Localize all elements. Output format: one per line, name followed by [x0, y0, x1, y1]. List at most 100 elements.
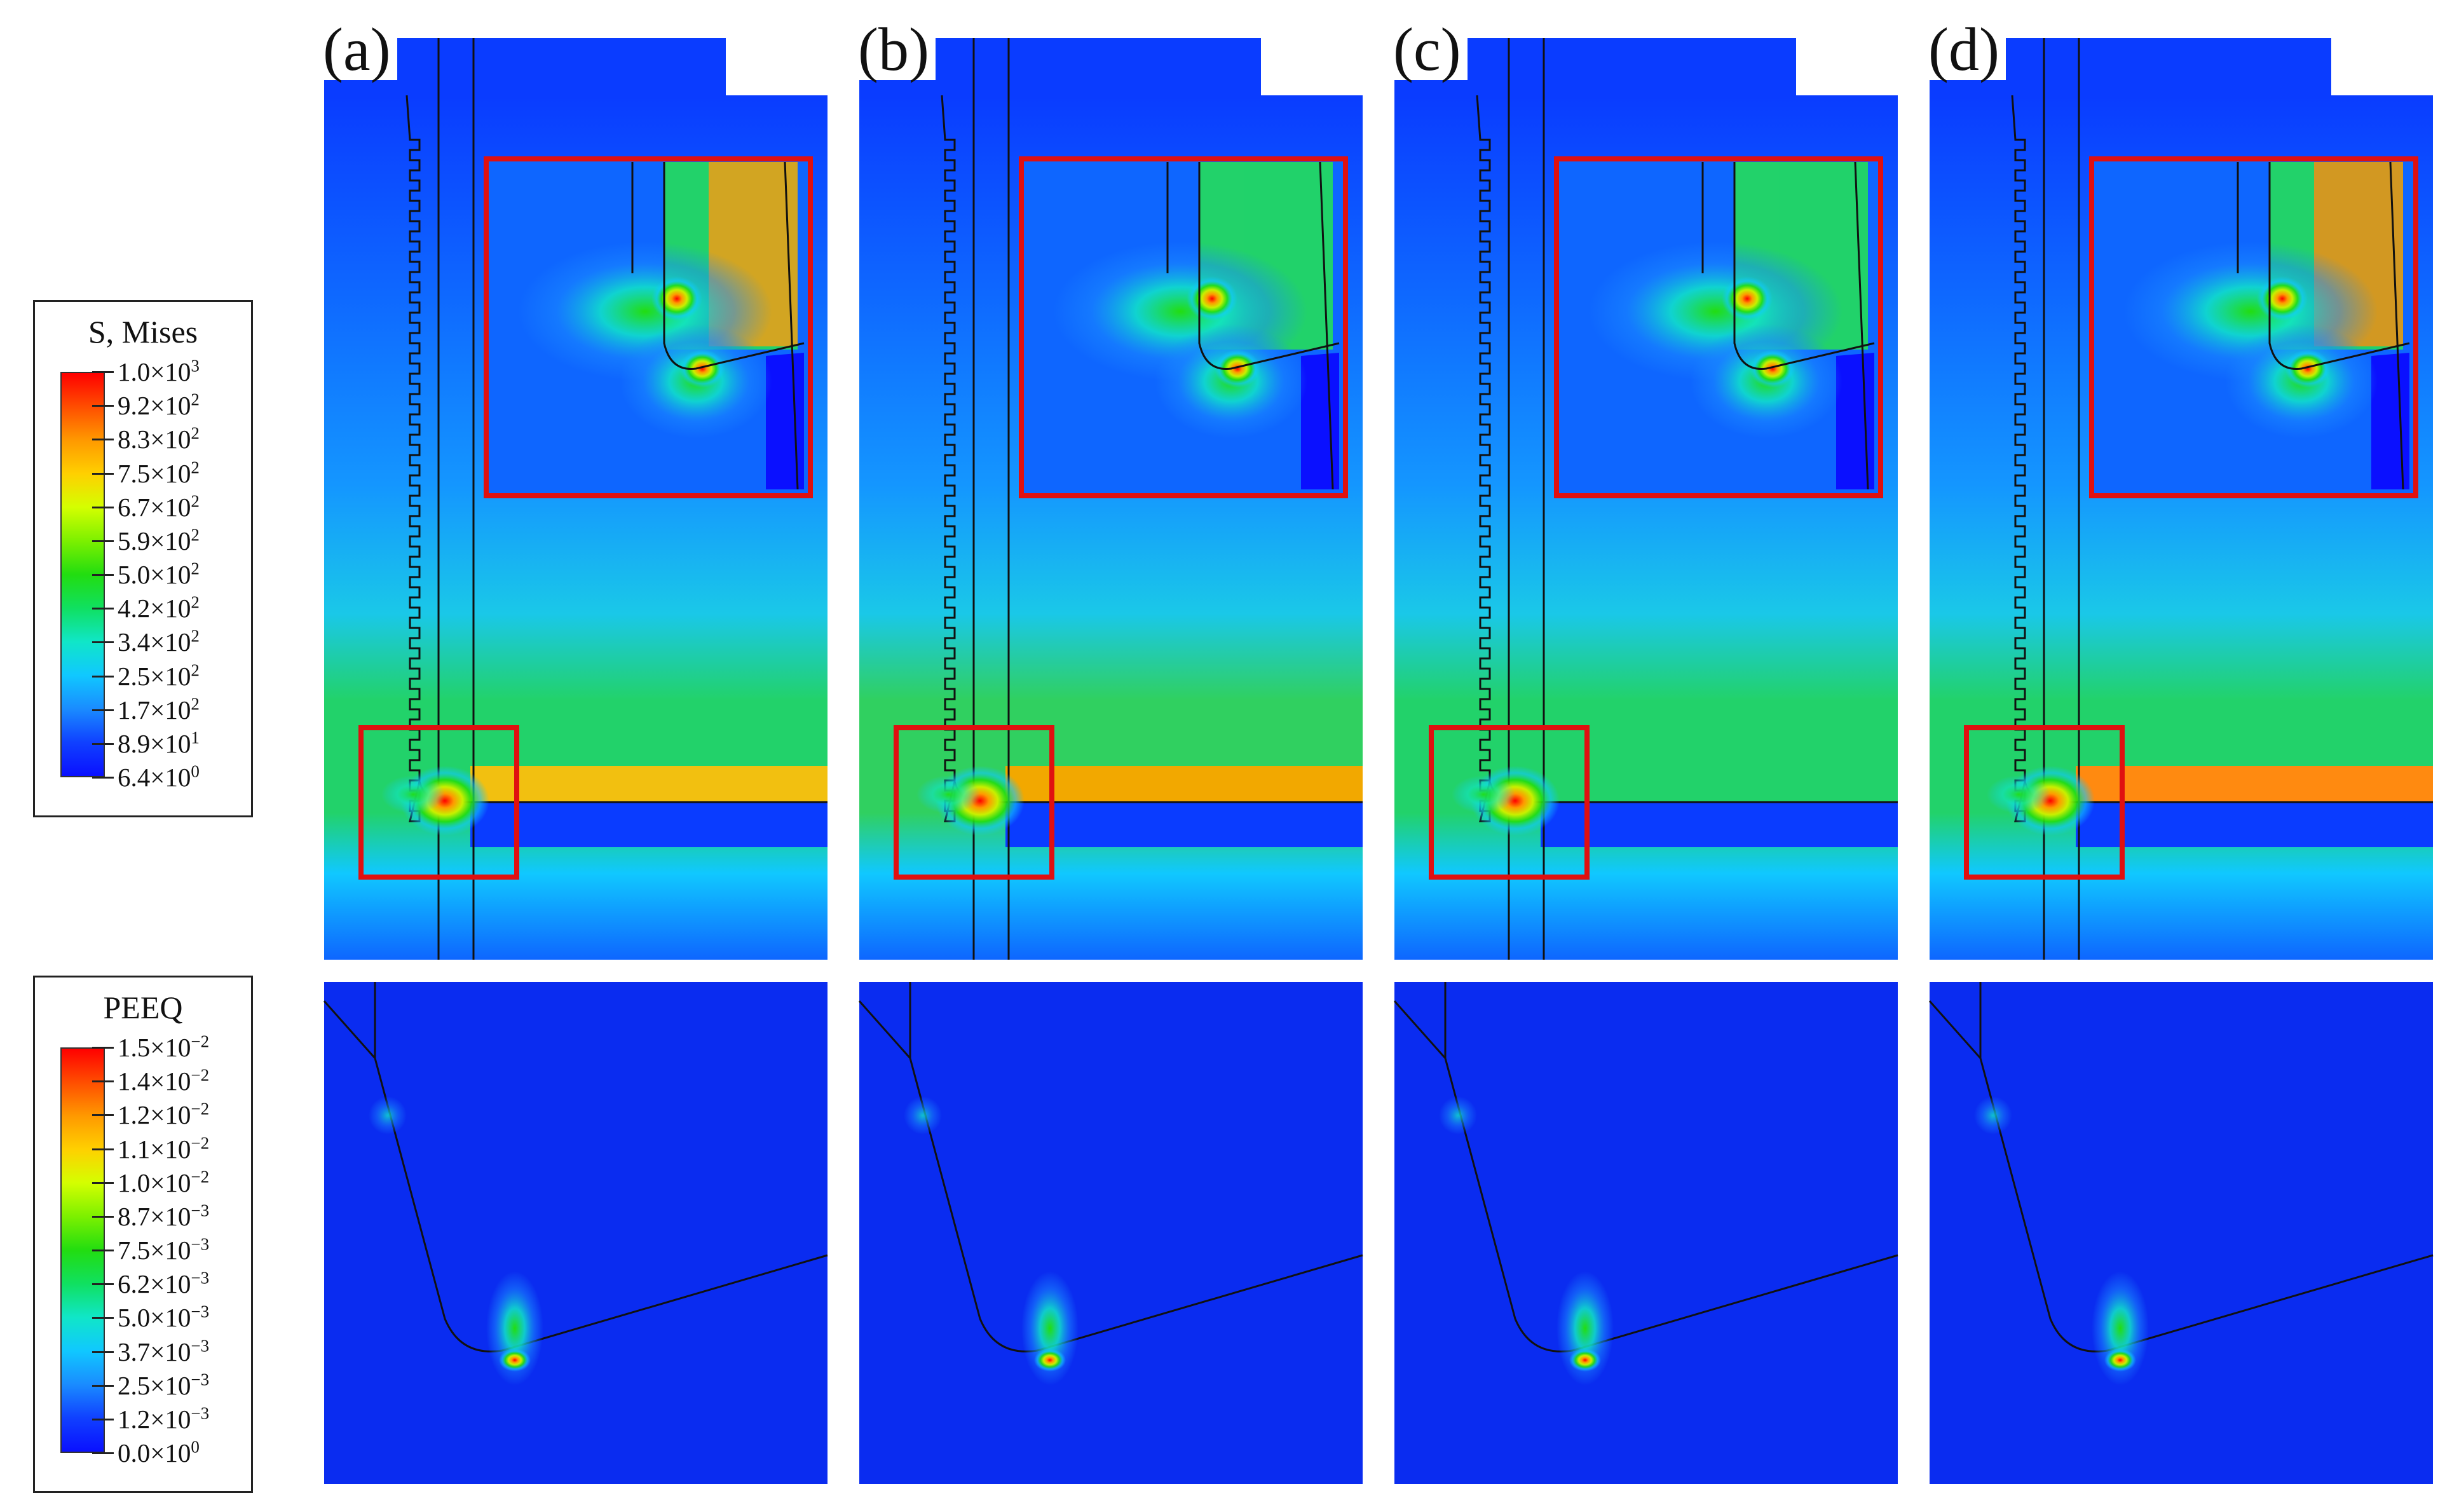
legend-label-mantissa: 9.2×10 — [118, 391, 191, 421]
mises-legend-tick — [92, 742, 114, 745]
legend-label-exponent: −3 — [191, 1302, 210, 1321]
mises-legend-label: 6.7×102 — [118, 491, 200, 521]
mises-legend-title: S, Mises — [88, 314, 198, 350]
mises-legend-tick — [92, 608, 114, 610]
peeq-legend-label: 2.5×10−3 — [118, 1370, 210, 1399]
inset-hotspot — [1750, 350, 1795, 388]
peeq-legend-label: 1.0×10−2 — [118, 1167, 210, 1197]
legend-label-mantissa: 1.0×10 — [118, 1168, 191, 1197]
mises-legend-label: 3.4×102 — [118, 627, 200, 657]
legend-label-mantissa: 7.5×10 — [118, 458, 191, 488]
mises-legend-label: 8.9×101 — [118, 728, 200, 757]
peeq-legend-tick — [92, 1384, 114, 1387]
panel-a — [323, 38, 828, 1484]
serrated-interface — [941, 95, 1363, 822]
peeq-legend-tick — [92, 1215, 114, 1218]
peeq-legend-tick — [92, 1317, 114, 1319]
mises-legend-tick — [92, 439, 114, 441]
peeq-legend-tick — [92, 1418, 114, 1420]
mises-legend-label: 4.2×102 — [118, 592, 200, 622]
legend-label-exponent: −2 — [191, 1065, 210, 1085]
legend-label-exponent: 2 — [191, 457, 200, 477]
mises-legend-label: 6.4×100 — [118, 763, 200, 792]
legend-label-exponent: −2 — [191, 1133, 210, 1152]
peeq-field — [1930, 982, 2433, 1484]
legend-label-mantissa: 0.0×10 — [118, 1438, 191, 1468]
legend-label-exponent: −3 — [191, 1234, 210, 1254]
legend-label-mantissa: 8.3×10 — [118, 425, 191, 454]
peeq-legend-tick — [92, 1047, 114, 1049]
inset-hotspot — [1722, 276, 1773, 321]
legend-label-exponent: −2 — [191, 1099, 210, 1119]
zoom-box-small — [1964, 725, 2125, 880]
peeq-spot — [369, 1096, 407, 1134]
legend-label-mantissa: 6.4×10 — [118, 763, 191, 792]
mises-legend-tick — [92, 675, 114, 678]
inset-hotspot — [679, 350, 725, 388]
legend-label-exponent: −3 — [191, 1370, 210, 1389]
peeq-legend-label: 1.4×10−2 — [118, 1065, 210, 1096]
panel-label-d: (d) — [1922, 19, 2006, 80]
legend-label-mantissa: 8.7×10 — [118, 1201, 191, 1231]
legend-label-mantissa: 1.0×10 — [118, 357, 191, 386]
mises-legend-label: 9.2×102 — [118, 390, 200, 421]
lower-plate — [470, 803, 828, 847]
mises-legend-tick — [92, 641, 114, 644]
stress-band — [470, 766, 828, 803]
peeq-legend-tick — [92, 1250, 114, 1251]
legend-label-mantissa: 3.4×10 — [118, 627, 191, 657]
panel-label-b: (b) — [852, 19, 936, 80]
legend-label-exponent: 2 — [191, 694, 200, 713]
legend-label-mantissa: 1.4×10 — [118, 1066, 191, 1096]
stress-hotspot — [916, 775, 980, 814]
legend-label-exponent: −2 — [191, 1167, 210, 1186]
legend-label-exponent: 0 — [191, 1437, 200, 1457]
legend-label-exponent: 2 — [191, 525, 200, 545]
legend-label-mantissa: 1.1×10 — [118, 1134, 191, 1164]
inset-dark-region — [1836, 353, 1874, 489]
peeq-spot — [1974, 1096, 2012, 1134]
peeq-legend-tick — [92, 1080, 114, 1083]
peeq-legend-label: 3.7×10−3 — [118, 1335, 210, 1365]
legend-label-mantissa: 5.0×10 — [118, 1303, 191, 1333]
inset-contour-line — [1854, 161, 1869, 490]
inset-contour-line — [1319, 161, 1334, 490]
mises-legend-label: 5.9×102 — [118, 525, 200, 554]
legend-label-exponent: 1 — [191, 728, 200, 747]
mises-legend-label: 7.5×102 — [118, 457, 200, 488]
inset-dark-region — [2371, 353, 2409, 489]
lower-plate — [1541, 803, 1898, 847]
peeq-field — [1394, 982, 1898, 1484]
legend-label-mantissa: 7.5×10 — [118, 1236, 191, 1265]
inset-dark-region — [1301, 353, 1339, 489]
zoom-box-small — [894, 725, 1054, 880]
legend-label-exponent: −3 — [191, 1268, 210, 1288]
legend-label-exponent: 2 — [191, 660, 200, 679]
legend-label-exponent: 2 — [191, 390, 200, 409]
peeq-spot — [1439, 1096, 1477, 1134]
legend-label-exponent: 2 — [191, 592, 200, 612]
panel-label-c: (c) — [1387, 19, 1468, 80]
lower-plate — [2076, 803, 2433, 847]
legend-label-exponent: 2 — [191, 491, 200, 510]
peeq-legend-label: 1.5×10−2 — [118, 1033, 209, 1061]
serrated-interface — [405, 95, 828, 822]
legend-label-mantissa: 5.0×10 — [118, 560, 191, 589]
peeq-legend-tick — [92, 1351, 114, 1353]
legend-label-exponent: −3 — [191, 1403, 210, 1423]
legend-label-exponent: −3 — [191, 1201, 210, 1220]
mises-legend-tick — [92, 540, 114, 542]
legend-label-exponent: −3 — [191, 1335, 210, 1355]
peeq-legend-title: PEEQ — [103, 990, 183, 1025]
inset-dark-region — [766, 353, 804, 489]
zoom-inset-frame — [484, 156, 813, 498]
serrated-interface — [2011, 95, 2433, 822]
peeq-legend-label: 5.0×10−3 — [118, 1302, 210, 1333]
stress-band — [1005, 766, 1363, 803]
mises-legend-tick — [92, 472, 114, 475]
peeq-legend-tick — [92, 1182, 114, 1184]
inset-contour-line — [2268, 162, 2410, 370]
serrated-interface — [1476, 95, 1898, 822]
mises-legend-label: 1.0×103 — [118, 357, 200, 386]
